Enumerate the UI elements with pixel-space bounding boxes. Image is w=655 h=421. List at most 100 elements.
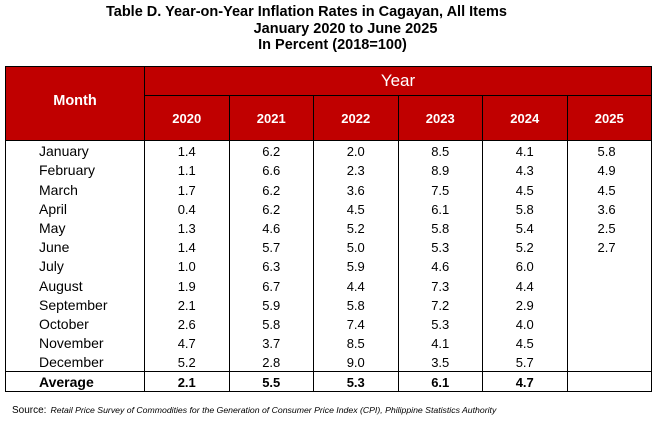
month-cell: December: [5, 352, 145, 373]
table-row: March 1.7 6.2 3.6 7.5 4.5 4.5: [5, 179, 653, 199]
value-cell-2022: 4.5: [313, 198, 399, 218]
value-cell-2020: 1.3: [144, 217, 230, 237]
value-cell-2020: 0.4: [144, 198, 230, 218]
value-cell-2025: 2.7: [566, 236, 653, 257]
value-cell-2024: 4.5: [482, 179, 568, 199]
table-row: April 0.4 6.2 4.5 6.1 5.8 3.6: [5, 198, 653, 218]
value-cell-2020: 1.9: [144, 275, 230, 295]
value-cell-2025: [566, 294, 653, 314]
average-label: Average: [5, 371, 145, 393]
month-column-header: Month: [5, 66, 145, 141]
value-cell-2023: 7.5: [397, 179, 483, 199]
inflation-table: Month Year 2020 2021 2022 2023 2024 2025…: [5, 66, 653, 393]
value-cell-2021: 6.3: [228, 256, 314, 276]
value-cell-2020: 2.1: [144, 371, 230, 393]
month-cell: February: [5, 160, 145, 180]
value-cell-2022: 5.9: [313, 256, 399, 276]
value-cell-2022: 5.0: [313, 236, 399, 257]
value-cell-2025: [566, 352, 653, 373]
month-cell: August: [5, 275, 145, 295]
value-cell-2021: 6.2: [228, 198, 314, 218]
year-header-2021: 2021: [228, 95, 314, 141]
value-cell-2021: 6.7: [228, 275, 314, 295]
year-header-2023: 2023: [397, 95, 483, 141]
value-cell-2020: 1.0: [144, 256, 230, 276]
table-row: December 5.2 2.8 9.0 3.5 5.7: [5, 352, 653, 373]
value-cell-2025: [566, 275, 653, 295]
title-line-1: Table D. Year-on-Year Inflation Rates in…: [105, 4, 507, 20]
value-cell-2021: 3.7: [228, 332, 314, 353]
value-cell-2023: 4.1: [397, 332, 483, 353]
year-header-2025: 2025: [566, 95, 653, 141]
value-cell-2023: 5.3: [397, 313, 483, 333]
value-cell-2024: 5.8: [482, 198, 568, 218]
value-cell-2020: 1.1: [144, 160, 230, 180]
value-cell-2024: 4.1: [482, 140, 568, 161]
year-header-2024: 2024: [482, 95, 568, 141]
average-row: Average 2.1 5.5 5.3 6.1 4.7: [5, 371, 653, 393]
value-cell-2020: 1.4: [144, 236, 230, 257]
value-cell-2022: 5.2: [313, 217, 399, 237]
value-cell-2025: [566, 256, 653, 276]
value-cell-2021: 6.2: [228, 179, 314, 199]
value-cell-2025: [566, 313, 653, 333]
month-cell: April: [5, 198, 145, 218]
value-cell-2023: 5.3: [397, 236, 483, 257]
value-cell-2020: 5.2: [144, 352, 230, 373]
value-cell-2024: 5.2: [482, 236, 568, 257]
value-cell-2023: 5.8: [397, 217, 483, 237]
value-cell-2022: 7.4: [313, 313, 399, 333]
value-cell-2024: 5.4: [482, 217, 568, 237]
value-cell-2020: 1.4: [144, 140, 230, 161]
value-cell-2021: 5.7: [228, 236, 314, 257]
value-cell-2025: 5.8: [566, 140, 653, 161]
value-cell-2025: 4.9: [566, 160, 653, 180]
value-cell-2025: 4.5: [566, 179, 653, 199]
value-cell-2024: 4.5: [482, 332, 568, 353]
year-group-header: Year: [143, 66, 653, 96]
value-cell-2022: 2.3: [313, 160, 399, 180]
value-cell-2023: 7.3: [397, 275, 483, 295]
source-label: Source:: [12, 405, 47, 416]
table-row: July 1.0 6.3 5.9 4.6 6.0: [5, 256, 653, 276]
value-cell-2022: 3.6: [313, 179, 399, 199]
month-cell: May: [5, 217, 145, 237]
value-cell-2025: 2.5: [566, 217, 653, 237]
month-cell: January: [5, 140, 145, 161]
title-line-2: January 2020 to June 2025: [253, 20, 438, 37]
value-cell-2022: 2.0: [313, 140, 399, 161]
value-cell-2020: 2.6: [144, 313, 230, 333]
value-cell-2022: 5.3: [313, 371, 399, 393]
table-row: February 1.1 6.6 2.3 8.9 4.3 4.9: [5, 160, 653, 180]
table-row: January 1.4 6.2 2.0 8.5 4.1 5.8: [5, 140, 653, 161]
table-row: June 1.4 5.7 5.0 5.3 5.2 2.7: [5, 236, 653, 257]
month-cell: March: [5, 179, 145, 199]
value-cell-2024: 4.3: [482, 160, 568, 180]
month-cell: October: [5, 313, 145, 333]
source-note: Source: Retail Price Survey of Commoditie…: [12, 405, 496, 416]
table-row: August 1.9 6.7 4.4 7.3 4.4: [5, 275, 653, 295]
title-line-3: In Percent (2018=100): [258, 37, 407, 53]
value-cell-2022: 4.4: [313, 275, 399, 295]
table-row: May 1.3 4.6 5.2 5.8 5.4 2.5: [5, 217, 653, 237]
value-cell-2021: 4.6: [228, 217, 314, 237]
value-cell-2024: 6.0: [482, 256, 568, 276]
value-cell-2021: 5.9: [228, 294, 314, 314]
table-row: November 4.7 3.7 8.5 4.1 4.5: [5, 332, 653, 353]
source-text: Retail Price Survey of Commodities for t…: [50, 405, 497, 415]
value-cell-2022: 8.5: [313, 332, 399, 353]
value-cell-2022: 5.8: [313, 294, 399, 314]
value-cell-2025: [566, 371, 653, 393]
value-cell-2024: 4.0: [482, 313, 568, 333]
month-cell: November: [5, 332, 145, 353]
table-row: October 2.6 5.8 7.4 5.3 4.0: [5, 313, 653, 333]
value-cell-2025: [566, 332, 653, 353]
month-cell: June: [5, 236, 145, 257]
value-cell-2020: 1.7: [144, 179, 230, 199]
value-cell-2021: 6.2: [228, 140, 314, 161]
value-cell-2024: 5.7: [482, 352, 568, 373]
table-body: January 1.4 6.2 2.0 8.5 4.1 5.8 February 1.1 6.6 2…: [5, 140, 653, 393]
table-title: Table D. Year-on-Year Inflation Rates in…: [0, 4, 655, 54]
year-header-2020: 2020: [144, 95, 230, 141]
value-cell-2024: 4.7: [482, 371, 568, 393]
